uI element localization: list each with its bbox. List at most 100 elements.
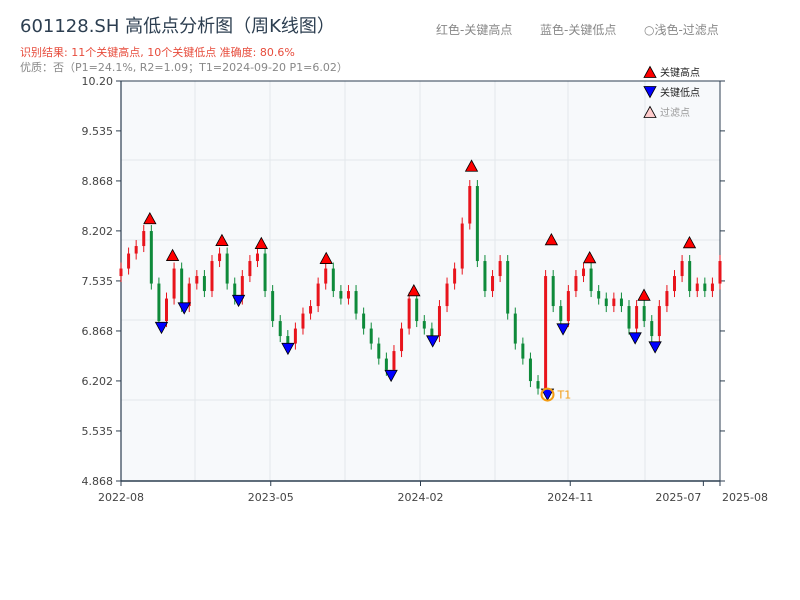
candle-body — [142, 231, 146, 247]
candle-body — [642, 306, 646, 322]
candle — [218, 247, 222, 268]
candle-body — [157, 283, 161, 322]
candle — [407, 292, 411, 335]
candle-body — [316, 283, 320, 307]
candle — [445, 277, 449, 313]
candle-body — [263, 253, 267, 292]
key-low-marker — [154, 321, 169, 335]
candle — [635, 300, 639, 335]
candle — [483, 255, 487, 298]
candle-body — [513, 313, 517, 344]
candle-body — [255, 253, 259, 262]
candle — [475, 180, 479, 268]
candle — [642, 300, 646, 328]
candle — [119, 262, 123, 283]
y-tick-label: 9.535 — [82, 125, 114, 138]
candle-body — [384, 358, 388, 370]
candle-body — [544, 276, 548, 389]
candle-body — [521, 343, 525, 359]
candle-body — [195, 276, 199, 284]
candle-body — [369, 328, 373, 344]
candle-body — [407, 298, 411, 329]
key-low-marker — [426, 335, 440, 348]
candle — [468, 180, 472, 230]
candle-body — [604, 298, 608, 307]
candle — [422, 315, 426, 335]
candle — [210, 255, 214, 298]
candle — [559, 300, 563, 328]
candle-body — [453, 268, 457, 284]
candle — [506, 255, 510, 320]
y-tick-label: 8.868 — [82, 175, 114, 188]
candle-body — [612, 298, 616, 307]
candle — [301, 307, 305, 335]
candle-body — [354, 291, 358, 314]
candle — [627, 300, 631, 335]
candle — [597, 285, 601, 305]
key-high-marker — [215, 233, 229, 246]
candle — [339, 285, 343, 305]
candle-body — [180, 268, 184, 307]
legend-light-note: ○浅色-过滤点 — [644, 23, 719, 37]
legend-label: 关键低点 — [660, 86, 700, 99]
key-high-marker — [582, 250, 597, 264]
candle — [415, 292, 419, 328]
candle — [346, 285, 350, 305]
candle-body — [415, 298, 419, 322]
legend-marker-filtered — [643, 105, 657, 118]
candle-body — [475, 186, 479, 262]
candle-body — [627, 306, 631, 329]
candle-body — [149, 231, 153, 284]
candle — [528, 352, 532, 388]
y-tick-label: 6.202 — [82, 375, 114, 388]
candle-body — [695, 283, 699, 292]
candle-body — [271, 291, 275, 322]
key-high-marker — [165, 248, 180, 261]
candle-body — [346, 291, 350, 299]
legend-label: 关键高点 — [660, 66, 700, 79]
result-summary: 识别结果: 11个关键高点, 10个关键低点 准确度: 80.6% — [20, 46, 295, 59]
candle — [278, 315, 282, 343]
candle — [453, 262, 457, 290]
key-high-marker — [637, 288, 651, 301]
candle-body — [551, 276, 555, 307]
candle — [195, 270, 199, 290]
legend-blue-note: 蓝色-关键低点 — [540, 23, 617, 37]
candle — [255, 247, 259, 268]
candle-body — [688, 261, 692, 292]
candle-body — [718, 261, 722, 284]
candle-body — [218, 253, 222, 262]
candle-body — [597, 291, 601, 299]
candle-body — [483, 261, 487, 292]
key-low-marker — [628, 332, 642, 345]
candle — [695, 277, 699, 298]
candle-body — [498, 261, 502, 277]
candle-body — [589, 268, 593, 292]
candle — [657, 300, 661, 343]
candle-body — [437, 306, 441, 337]
candle — [680, 255, 684, 283]
candle — [718, 255, 722, 290]
candle-body — [233, 283, 237, 299]
y-tick-label: 6.868 — [82, 325, 114, 338]
candle-body — [127, 253, 131, 269]
candle-body — [119, 268, 123, 277]
key-high-marker — [464, 159, 479, 172]
candle — [134, 240, 138, 260]
x-tick-label: 2024-02 — [398, 491, 444, 504]
candle — [331, 262, 335, 298]
candle-body — [703, 283, 707, 292]
candle — [703, 277, 707, 298]
candle-body — [339, 291, 343, 299]
candle — [324, 262, 328, 290]
candle-body — [673, 276, 677, 292]
candle — [127, 247, 131, 275]
key-low-marker — [281, 342, 295, 356]
candle — [665, 285, 669, 313]
candle — [650, 315, 654, 343]
candle-body — [187, 283, 191, 307]
candle — [673, 270, 677, 298]
candle — [612, 292, 616, 313]
legend-marker-high — [643, 65, 657, 78]
